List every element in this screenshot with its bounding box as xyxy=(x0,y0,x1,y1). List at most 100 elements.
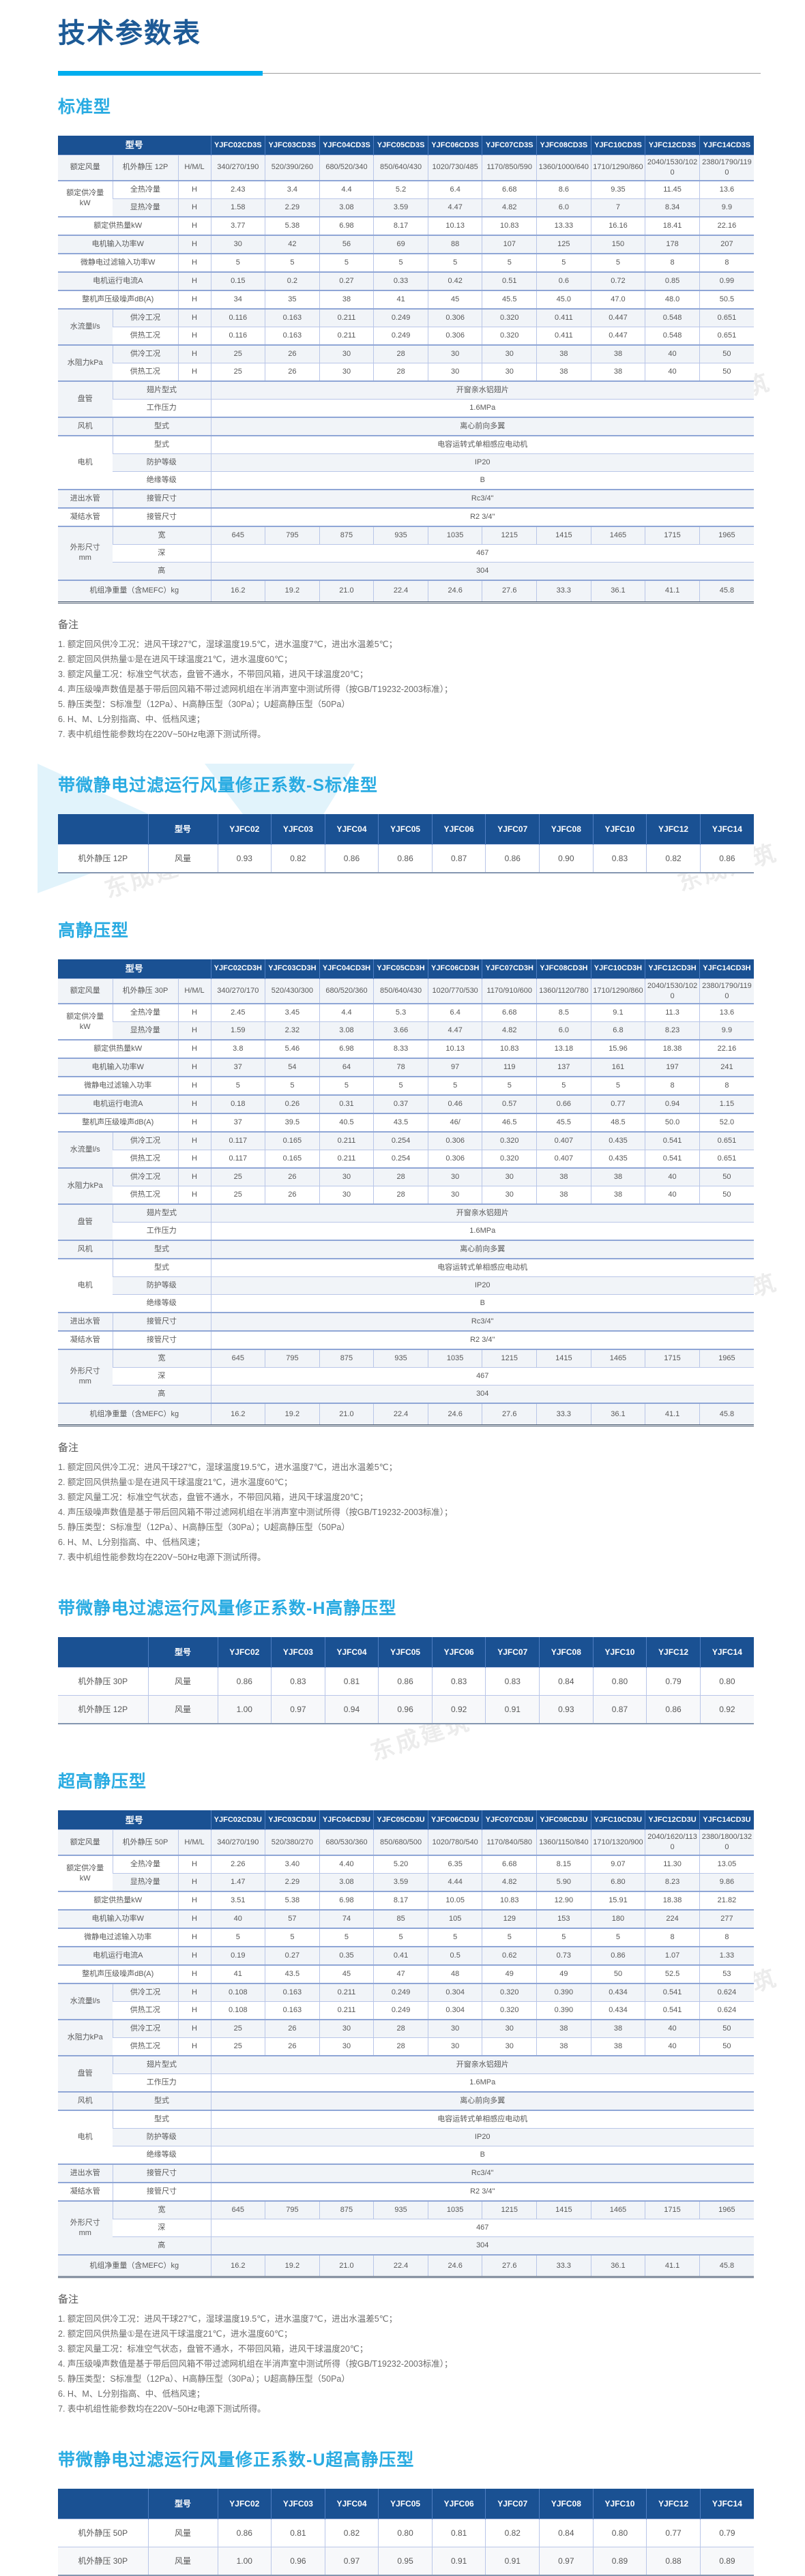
table-cell: 1215 xyxy=(482,2200,537,2219)
table-row: 电机运行电流A H 0.19 0.27 0.35 0.41 0.5 0.62 0.73 0.86 1… xyxy=(58,1946,754,1966)
table-cell: 45.0 xyxy=(536,289,591,309)
table-cell: 22.4 xyxy=(373,1403,428,1426)
table-cell: 197 xyxy=(645,1058,700,1077)
table-cell: 467 xyxy=(210,1367,754,1386)
table-cell: 1415 xyxy=(536,525,591,545)
column-header: YJFC07 xyxy=(485,2489,540,2519)
table-cell: 0.99 xyxy=(699,271,754,290)
table-cell: 型式 xyxy=(112,2091,211,2111)
table-cell: 显热冷量 xyxy=(113,1021,178,1040)
table-cell: 30 xyxy=(319,1167,374,1186)
note-item: 7. 表中机组性能参数均在220V~50Hz电源下测试所得。 xyxy=(58,1553,266,1563)
table-cell: 工作压力 xyxy=(113,2073,211,2093)
table-cell: 0.93 xyxy=(539,1695,594,1724)
note-item: 2. 额定回风供热量①是在进风干球温度21℃，进水温度60℃； xyxy=(58,1478,293,1488)
table-cell: 48.0 xyxy=(645,289,700,309)
column-header: YJFC12CD3U xyxy=(645,1810,700,1830)
table-cell: 38 xyxy=(536,2037,591,2056)
notes-section-high: 备注 1. 额定回风供冷工况：进风干球27℃，湿球温度19.5℃，进水温度7℃，… xyxy=(58,1440,754,1565)
table-cell: 1465 xyxy=(590,525,645,545)
table-cell: 0.163 xyxy=(265,308,320,327)
table-row: 额定供热量kW H 3.8 5.46 6.98 8.33 10.13 10.83 13.18 15… xyxy=(58,1039,754,1059)
table-cell: 风量 xyxy=(147,1695,218,1724)
table-cell: 45.8 xyxy=(699,2254,754,2277)
table-cell: 41 xyxy=(210,1964,265,1984)
table-cell: 0.92 xyxy=(699,1695,754,1724)
section-heading-standard: 标准型 xyxy=(58,98,112,117)
table-cell: 0.541 xyxy=(645,1131,700,1150)
table-cell: 0.211 xyxy=(319,1131,374,1150)
table-cell: 绝缘等级 xyxy=(113,2146,211,2165)
table-cell: 8.5 xyxy=(536,1003,591,1022)
table-cell: 0.116 xyxy=(210,326,265,345)
table-cell: 电机 xyxy=(58,2110,113,2165)
table-cell: 0.97 xyxy=(271,1695,325,1724)
column-header: YJFC06CD3S xyxy=(427,136,482,155)
column-header: YJFC06CD3U xyxy=(427,1810,482,1830)
table-cell: 125 xyxy=(536,234,591,254)
table-cell: 0.108 xyxy=(210,2001,265,2020)
table-row: 防护等级 IP20 xyxy=(58,453,754,472)
table-cell: 4.4 xyxy=(319,179,374,199)
table-cell: H xyxy=(177,1928,211,1947)
table-cell: 78 xyxy=(373,1058,428,1077)
table-cell: H xyxy=(177,1964,211,1984)
table-cell: 1.33 xyxy=(699,1946,754,1966)
table-row: 深 467 xyxy=(58,1367,754,1386)
table-cell: 16.2 xyxy=(210,579,265,603)
table-row: 电机输入功率W H 30 42 56 69 88 107 125 150 178 207 xyxy=(58,234,754,254)
table-cell: 额定供热量kW xyxy=(58,215,178,235)
column-header: YJFC14 xyxy=(699,1637,754,1668)
table-cell: 5 xyxy=(265,252,320,272)
table-cell: 520/390/260 xyxy=(265,154,320,181)
notes-label: 备注 xyxy=(58,2294,79,2306)
table-cell: 0.83 xyxy=(431,1667,486,1696)
table-cell: 0.57 xyxy=(482,1094,537,1114)
table-cell: 微静电过滤输入功率 xyxy=(58,1928,178,1947)
table-cell: 5 xyxy=(319,252,374,272)
table-cell: 304 xyxy=(210,2236,754,2256)
column-header: YJFC03 xyxy=(271,2489,325,2519)
table-cell: 150 xyxy=(590,234,645,254)
table-cell: 42 xyxy=(265,234,320,254)
table-cell: 8 xyxy=(645,1076,700,1096)
table-cell: 40 xyxy=(210,1909,265,1929)
table-row: 机外静压 12P 风量 0.93 0.82 0.86 0.86 0.87 0.86 0.90 0.… xyxy=(58,843,754,873)
table-cell: 26 xyxy=(265,1167,320,1186)
table-cell: 26 xyxy=(265,2037,320,2056)
table-cell: 1.07 xyxy=(645,1946,700,1966)
table-cell: 38 xyxy=(590,1167,645,1186)
table-cell: 1.00 xyxy=(217,1695,272,1724)
divider-line xyxy=(263,73,761,74)
table-cell: 1710/1290/860 xyxy=(590,978,645,1004)
table-cell: 13.6 xyxy=(699,179,754,199)
note-item: 5. 静压类型：S标准型（12Pa）、H高静压型（30Pa）；U超高静压型（50… xyxy=(58,2374,350,2384)
table-cell: 全热冷量 xyxy=(112,1855,178,1874)
table-row: 机外静压 12P 风量 1.00 0.97 0.94 0.96 0.92 0.91 0.93 0.… xyxy=(58,1695,754,1724)
table-cell: 25 xyxy=(210,362,265,381)
table-cell: 电机输入功率W xyxy=(58,1058,178,1077)
table-cell: 1020/770/530 xyxy=(427,978,482,1004)
table-cell: 1.6MPa xyxy=(210,398,754,417)
table-cell: 5.3 xyxy=(373,1003,428,1022)
table-cell: 38 xyxy=(319,289,374,309)
table-cell: 0.624 xyxy=(699,2001,754,2020)
table-cell: 41 xyxy=(373,289,428,309)
table-cell: 翅片型式 xyxy=(112,1203,211,1223)
table-cell: 风机 xyxy=(58,1240,113,1259)
table-cell: 9.07 xyxy=(590,1855,645,1874)
table-cell: 1170/840/580 xyxy=(482,1829,537,1856)
table-cell: 340/270/170 xyxy=(210,978,265,1004)
table-cell: 5 xyxy=(536,252,591,272)
table-cell: 52.0 xyxy=(699,1113,754,1133)
table-cell: 外形尺寸 mm xyxy=(58,2200,113,2256)
table-cell: 0.306 xyxy=(427,1150,482,1169)
table-cell: 1360/1000/640 xyxy=(536,154,591,181)
table-cell: 1035 xyxy=(427,525,482,545)
table-cell: 0.81 xyxy=(271,2519,325,2547)
table-cell: 850/680/500 xyxy=(373,1829,428,1856)
table-cell: 38 xyxy=(536,2019,591,2038)
table-row: 绝缘等级 B xyxy=(58,2146,754,2165)
table-cell: 电机运行电流A xyxy=(58,1946,178,1966)
notes-label: 备注 xyxy=(58,1442,79,1454)
